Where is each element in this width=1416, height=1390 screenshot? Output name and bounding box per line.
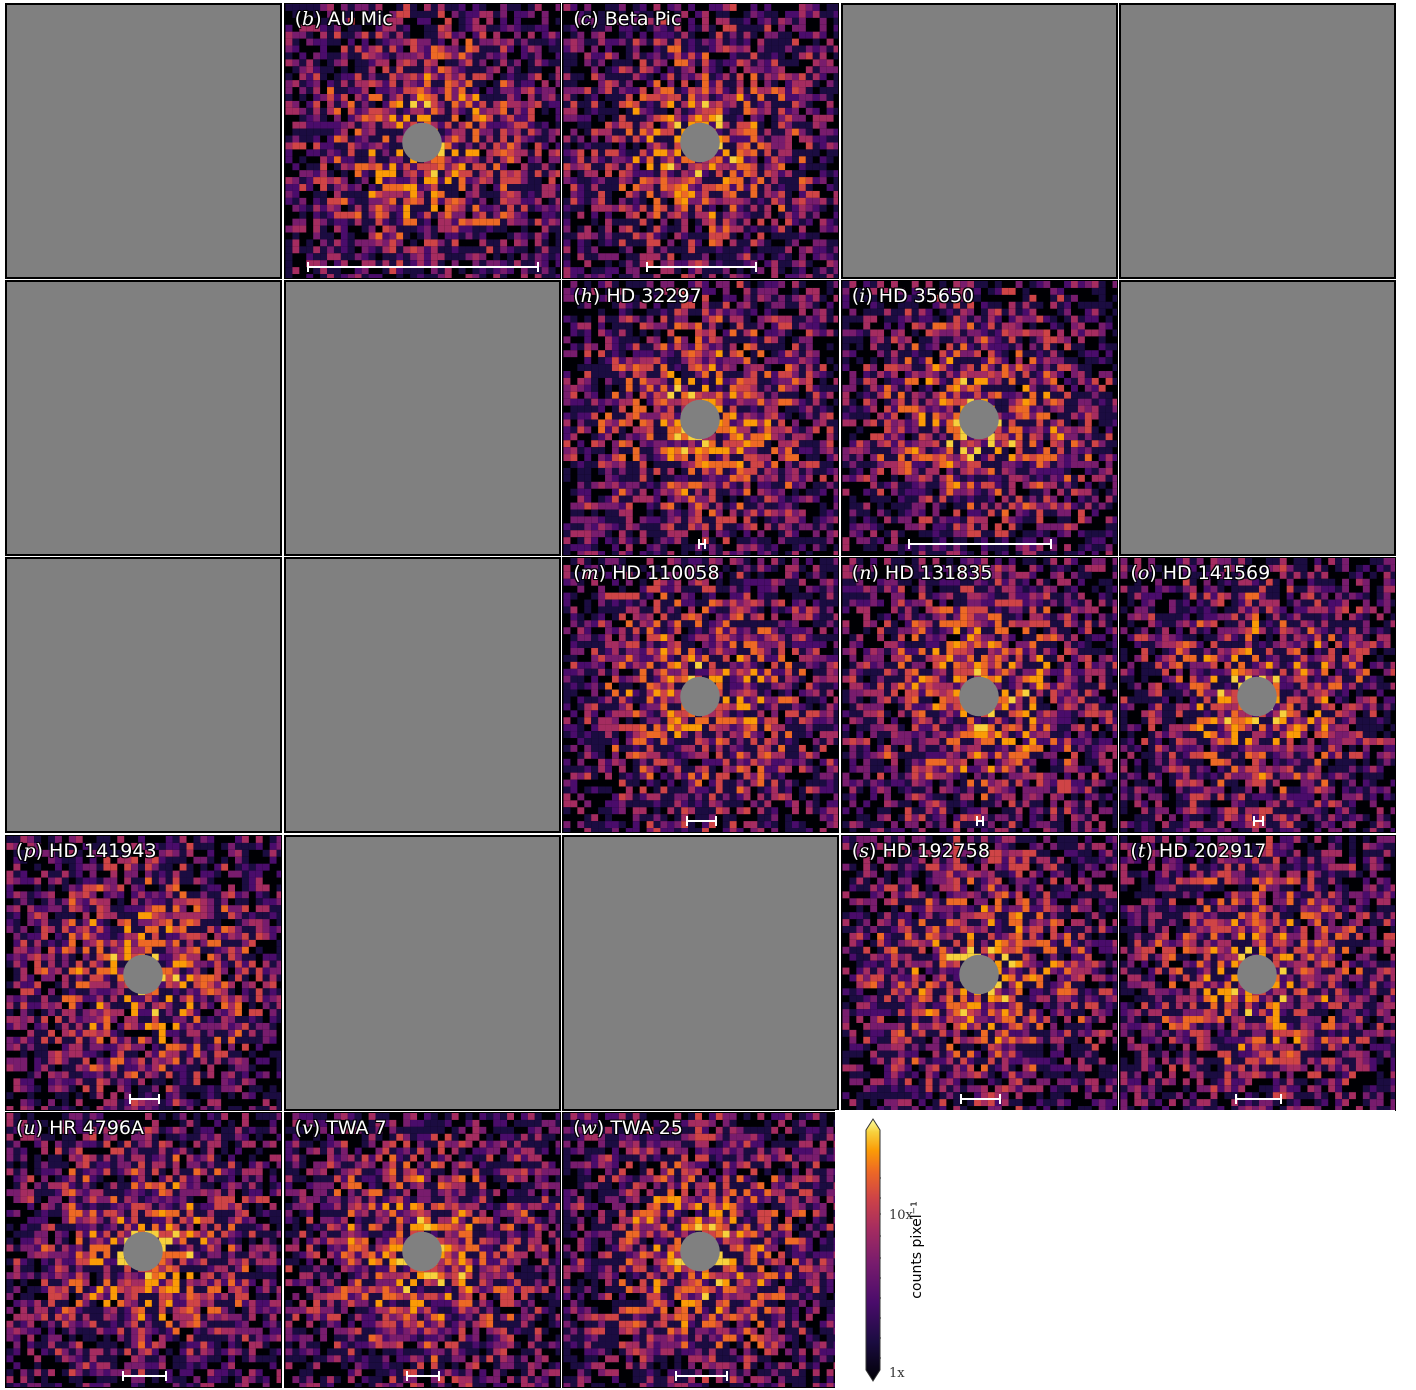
coronagraph-mask (1237, 954, 1278, 994)
target-name: AU Mic (327, 8, 393, 30)
target-name: HD 110058 (612, 562, 720, 585)
panel-label: (i) HD 35650 (851, 285, 975, 308)
empty-panel (5, 557, 282, 834)
panel-label: (c) Beta Pic (573, 8, 682, 30)
target-name: Beta Pic (604, 8, 682, 30)
disk-image-panel: (i) HD 35650 (840, 280, 1118, 557)
disk-image (1120, 558, 1396, 833)
panel-label: (b) AU Mic (294, 8, 393, 30)
disk-image-panel: (c) Beta Pic (562, 3, 840, 279)
coronagraph-mask (401, 1231, 442, 1272)
disk-image (6, 1112, 281, 1387)
target-name: HD 131835 (884, 562, 993, 585)
disk-image (842, 835, 1117, 1110)
empty-panel (283, 557, 561, 834)
panel-label: (n) HD 131835 (851, 562, 993, 585)
target-name: TWA 25 (610, 1116, 683, 1139)
disk-image-panel: (h) HD 32297 (562, 280, 840, 557)
empty-panel (5, 3, 282, 279)
target-name: HD 141569 (1162, 562, 1271, 585)
coronagraph-mask (680, 1231, 720, 1272)
disk-image-panel: (m) HD 110058 (562, 557, 840, 834)
disk-image-panel: (o) HD 141569 (1119, 557, 1397, 834)
disk-image (285, 1112, 560, 1387)
coronagraph-mask (401, 122, 442, 163)
panel-label: (s) HD 192758 (851, 839, 990, 862)
scale-bar (1235, 1093, 1283, 1104)
target-name: HD 141943 (49, 839, 157, 862)
coronagraph-mask (123, 954, 163, 994)
target-name: HR 4796A (49, 1116, 145, 1139)
panel-label: (h) HD 32297 (573, 285, 702, 308)
empty-panel (562, 834, 840, 1111)
disk-image-panel: (b) AU Mic (283, 3, 561, 279)
disk-image (1120, 835, 1396, 1110)
coronagraph-mask (959, 677, 999, 717)
panel-label: (u) HR 4796A (16, 1116, 145, 1139)
panel-label: (w) TWA 25 (573, 1116, 683, 1139)
coronagraph-mask (959, 399, 999, 440)
empty-panel (1119, 3, 1397, 279)
empty-panel (283, 834, 561, 1111)
disk-image (842, 281, 1117, 556)
disk-image-panel: (p) HD 141943 (5, 834, 282, 1111)
target-name: TWA 7 (326, 1116, 387, 1139)
coronagraph-mask (680, 677, 720, 717)
disk-image (842, 558, 1117, 833)
empty-panel (283, 280, 561, 557)
panel-label: (m) HD 110058 (573, 562, 720, 585)
colorbar (865, 1118, 881, 1382)
image-grid: (b) AU Mic (c) Beta Pic (h) HD 32297 (i) HD… (5, 3, 1398, 1389)
scale-bar (129, 1093, 160, 1104)
panel-label: (t) HD 202917 (1130, 839, 1267, 862)
disk-image-panel: (w) TWA 25 (562, 1111, 840, 1388)
colorbar-tick-top: 10x (889, 1208, 913, 1223)
disk-image (563, 1112, 839, 1387)
coronagraph-mask (680, 399, 720, 440)
scale-bar (1253, 816, 1265, 827)
scale-bar (675, 1370, 728, 1381)
coronagraph-mask (123, 1231, 163, 1272)
coronagraph-mask (680, 122, 720, 163)
target-name: HD 32297 (606, 285, 702, 308)
panel-label: (v) TWA 7 (294, 1116, 387, 1139)
empty-panel (1119, 280, 1397, 557)
disk-image (563, 4, 839, 278)
disk-image-panel: (u) HR 4796A (5, 1111, 282, 1388)
colorbar-tick-bottom: 1x (889, 1366, 905, 1381)
coronagraph-mask (1237, 677, 1278, 717)
panel-label: (o) HD 141569 (1130, 562, 1271, 585)
disk-image (6, 835, 281, 1110)
scale-bar (646, 262, 758, 272)
target-name: HD 35650 (878, 285, 975, 308)
disk-image-panel: (s) HD 192758 (840, 834, 1118, 1111)
scale-bar (122, 1370, 167, 1381)
disk-image (563, 281, 839, 556)
disk-image-panel: (n) HD 131835 (840, 557, 1118, 834)
scale-bar (406, 1370, 440, 1381)
panel-label: (p) HD 141943 (16, 839, 157, 862)
coronagraph-mask (959, 954, 999, 994)
target-name: HD 202917 (1158, 839, 1267, 862)
target-name: HD 192758 (882, 839, 990, 862)
scale-bar (959, 1093, 1002, 1104)
scale-bar (306, 262, 540, 272)
scale-bar (908, 539, 1053, 550)
empty-panel (5, 280, 282, 557)
disk-image-panel: (v) TWA 7 (283, 1111, 561, 1388)
colorbar-label: counts pixel⁻¹ (909, 1201, 925, 1299)
colorbar-panel: 10x 1x counts pixel⁻¹ (835, 1110, 1395, 1388)
scale-bar (697, 539, 706, 550)
scale-bar (976, 816, 985, 827)
scale-bar (686, 816, 717, 827)
disk-image (563, 558, 839, 833)
disk-image (285, 4, 560, 278)
empty-panel (840, 3, 1118, 279)
disk-image-panel: (t) HD 202917 (1119, 834, 1397, 1111)
